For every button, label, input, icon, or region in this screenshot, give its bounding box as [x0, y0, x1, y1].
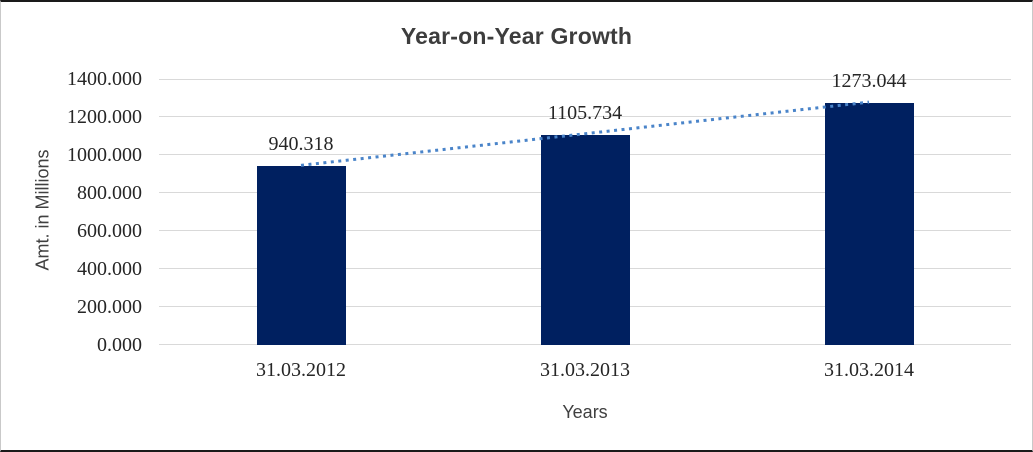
y-tick-label: 200.000: [77, 296, 142, 318]
data-label: 940.318: [268, 133, 334, 156]
y-tick-label: 1000.000: [67, 144, 142, 166]
bar-31.03.2012: [256, 166, 346, 345]
y-tick-label: 800.000: [77, 182, 142, 204]
chart-title: Year-on-Year Growth: [400, 23, 633, 49]
gridline: [159, 116, 1011, 117]
x-tick-label: 31.03.2014: [824, 359, 914, 381]
y-tick-label: 0.000: [97, 334, 142, 356]
data-label: 1273.044: [831, 70, 907, 93]
trendline: [300, 100, 870, 167]
x-tick-label: 31.03.2012: [256, 359, 346, 381]
y-tick-label: 400.000: [77, 258, 142, 280]
y-tick-label: 1400.000: [67, 68, 142, 90]
y-tick-label: 1200.000: [67, 106, 142, 128]
bar-31.03.2014: [824, 103, 914, 345]
y-tick-label: 600.000: [77, 220, 142, 242]
y-axis-title: Amt. in Millions: [32, 149, 53, 271]
x-axis-title: Years: [562, 402, 608, 422]
gridline: [159, 79, 1011, 80]
bar-31.03.2013: [540, 134, 630, 345]
x-tick-label: 31.03.2013: [540, 359, 630, 381]
plot-area: 940.318 1105.734 1273.044: [159, 70, 1011, 345]
data-label: 1105.734: [547, 101, 623, 124]
